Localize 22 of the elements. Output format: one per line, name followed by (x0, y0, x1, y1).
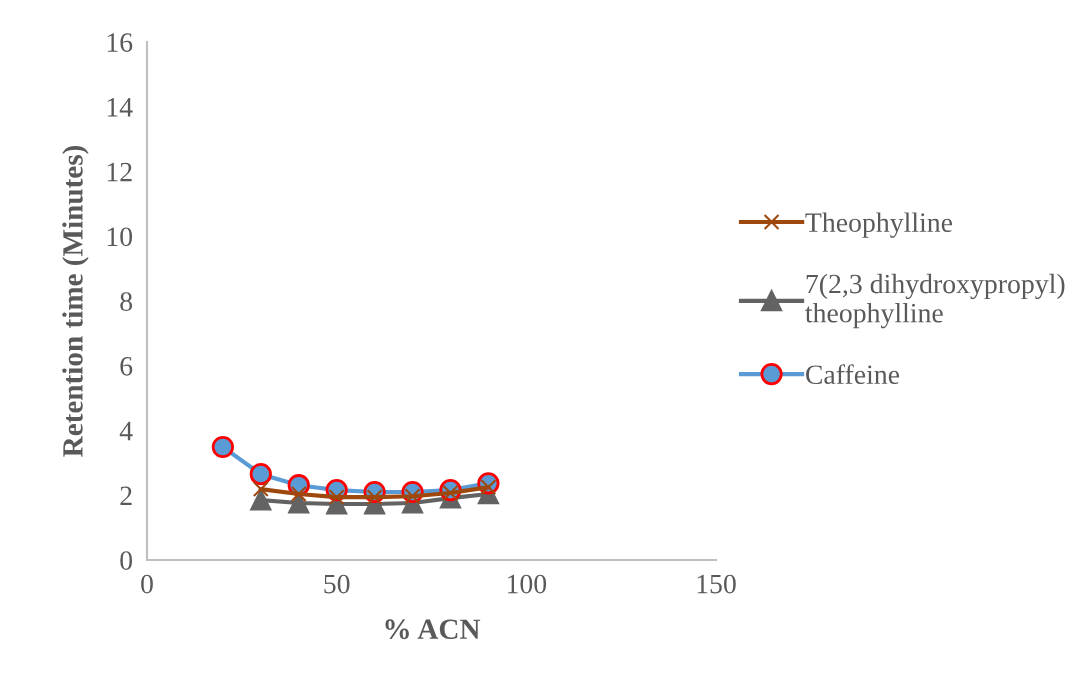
x-tick-label: 100 (507, 574, 547, 594)
y-tick-label: 8 (120, 292, 133, 311)
x-tick-label: 50 (324, 574, 350, 594)
legend-label: Theophylline (805, 212, 953, 238)
y-tick-label: 0 (120, 551, 133, 570)
point (252, 481, 269, 498)
y-tick-label: 14 (107, 98, 133, 117)
x-tick-label: 150 (697, 574, 736, 594)
point (250, 489, 272, 511)
legend-label: 7(2,3 dihydroxypropyl) theophylline (805, 273, 1065, 329)
point (211, 435, 234, 459)
y-axis-title: Retention time (Minutes) (62, 145, 89, 457)
y-tick-label: 2 (120, 486, 132, 505)
x-axis-title: % ACN (385, 619, 481, 640)
y-tick-label: 16 (107, 33, 133, 52)
y-tick-label: 12 (107, 162, 132, 182)
y-tick-label: 6 (120, 356, 133, 376)
legend-label: Caffeine (806, 364, 900, 385)
y-tick-label: 10 (107, 227, 133, 247)
x-tick-label: 0 (141, 574, 153, 594)
y-tick-label: 4 (119, 421, 133, 441)
point (249, 463, 272, 486)
